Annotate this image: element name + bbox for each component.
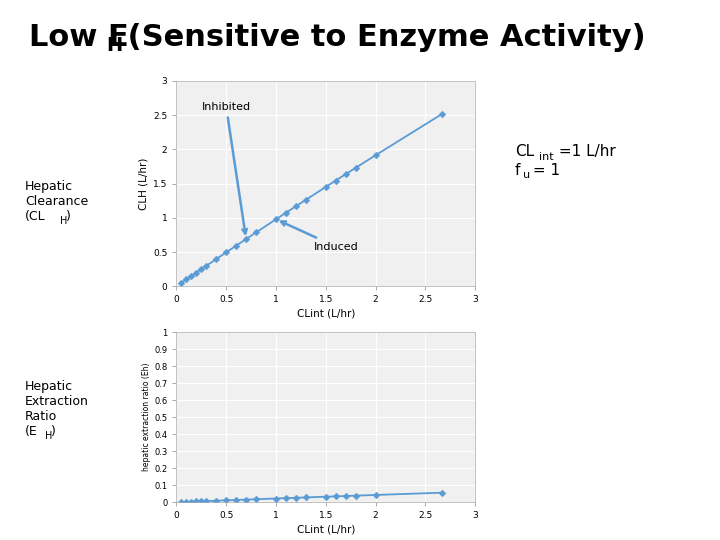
Text: [0.62, 2.6]: [0.62, 2.6] xyxy=(238,107,246,109)
Text: =1 L/hr: =1 L/hr xyxy=(554,144,616,159)
Text: (E: (E xyxy=(25,425,38,438)
Text: u: u xyxy=(523,171,530,180)
Text: Low E: Low E xyxy=(29,23,129,52)
Text: (Sensitive to Enzyme Activity): (Sensitive to Enzyme Activity) xyxy=(117,23,646,52)
Text: Ratio: Ratio xyxy=(25,410,58,423)
Text: f: f xyxy=(515,163,520,178)
Text: Hepatic: Hepatic xyxy=(25,380,73,393)
Text: ): ) xyxy=(51,425,56,438)
Text: CL: CL xyxy=(515,144,534,159)
X-axis label: CLint (L/hr): CLint (L/hr) xyxy=(297,524,355,535)
Text: Hepatic: Hepatic xyxy=(25,180,73,193)
Y-axis label: hepatic extraction ratio (Eh): hepatic extraction ratio (Eh) xyxy=(143,363,151,471)
Text: Extraction: Extraction xyxy=(25,395,89,408)
Text: Clearance: Clearance xyxy=(25,195,89,208)
Text: Induced: Induced xyxy=(281,221,358,252)
Text: H: H xyxy=(107,36,123,56)
Text: int: int xyxy=(539,152,553,161)
Text: H: H xyxy=(60,216,67,226)
Y-axis label: CLH (L/hr): CLH (L/hr) xyxy=(139,158,149,210)
Text: = 1: = 1 xyxy=(528,163,561,178)
Text: ): ) xyxy=(66,210,71,223)
Text: (CL: (CL xyxy=(25,210,46,223)
Text: Inhibited: Inhibited xyxy=(202,102,251,233)
Text: H: H xyxy=(45,431,53,441)
X-axis label: CLint (L/hr): CLint (L/hr) xyxy=(297,308,355,319)
